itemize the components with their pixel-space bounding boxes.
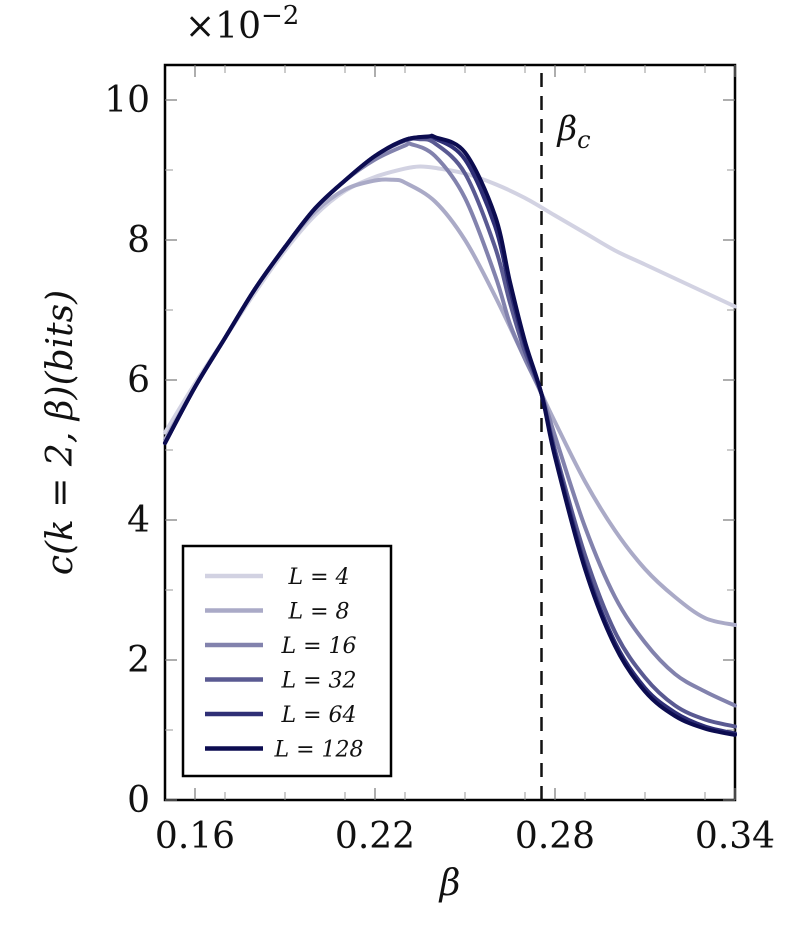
y-tick-label: 10 <box>104 80 150 121</box>
x-axis-label: β <box>438 863 461 904</box>
x-tick-label: 0.28 <box>515 816 595 857</box>
x-tick-label: 0.16 <box>155 816 235 857</box>
legend-entry: L = 128 <box>273 738 363 763</box>
y-tick-label: 4 <box>127 500 150 541</box>
y-tick-label: 2 <box>127 640 150 681</box>
y-tick-label: 8 <box>127 220 150 261</box>
series-lines <box>163 133 737 737</box>
y-axis-multiplier: ×10−2 <box>185 1 299 47</box>
series-line-6 <box>163 133 737 737</box>
legend-box <box>181 544 393 778</box>
legend-entry: L = 64 <box>280 703 356 728</box>
y-multiplier-label: ×10−2 <box>185 1 299 47</box>
y-tick-label: 0 <box>127 780 150 821</box>
legend-entry: L = 32 <box>280 669 356 694</box>
series-line-1 <box>163 164 737 435</box>
x-tick-label: 0.34 <box>695 816 775 857</box>
critical-beta-line: βc <box>540 73 591 800</box>
y-tick-label: 6 <box>127 360 150 401</box>
legend-entry: L = 8 <box>287 600 349 625</box>
y-axis-label: c(k = 2, β)(bits) <box>40 290 81 575</box>
legend-entry: L = 4 <box>287 565 349 590</box>
y-multiplier-exponent: −2 <box>261 1 299 31</box>
x-tick-label: 0.22 <box>335 816 415 857</box>
beta-c-subscript: c <box>577 126 590 154</box>
legend: L = 4 L = 8 L = 16 L = 32 L = 64 L = 128 <box>181 544 393 778</box>
axis-labels: β c(k = 2, β)(bits) <box>40 290 460 904</box>
beta-c-label: βc <box>556 109 591 154</box>
legend-entry: L = 16 <box>280 634 356 659</box>
axis-ticks: 0.16 0.22 0.28 0.34 0 2 4 6 8 10 <box>104 65 775 857</box>
